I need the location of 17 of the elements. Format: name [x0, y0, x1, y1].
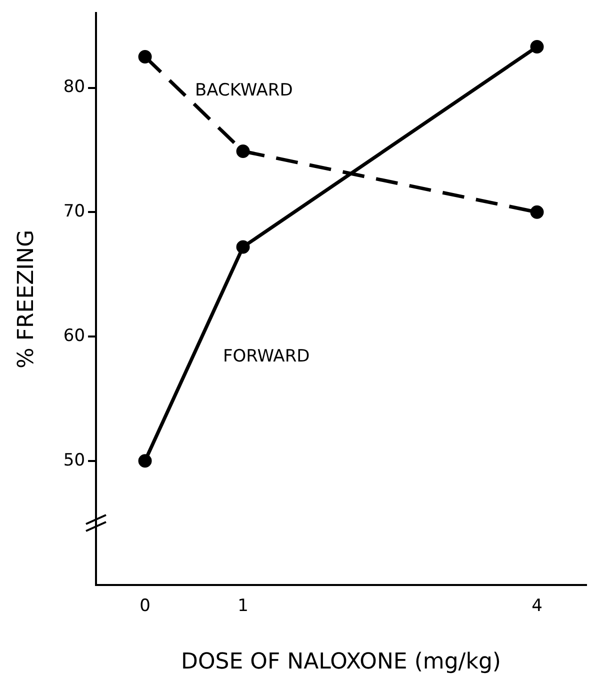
- y-axis-title: % FREEZING: [14, 230, 39, 369]
- point: [236, 240, 250, 254]
- point: [530, 40, 544, 54]
- point: [138, 454, 152, 468]
- y-tick-label: 70: [63, 202, 86, 222]
- point: [236, 144, 250, 158]
- series-label: FORWARD: [223, 346, 310, 366]
- x-axis-title: DOSE OF NALOXONE (mg/kg): [181, 650, 502, 675]
- x-tick-label: 0: [140, 596, 150, 616]
- y-tick-label: 80: [63, 77, 86, 98]
- x-tick-label: 1: [238, 596, 248, 616]
- series-label: BACKWARD: [195, 80, 293, 101]
- y-tick-label: 60: [63, 326, 86, 346]
- point: [530, 205, 544, 219]
- y-tick-label: 50: [63, 450, 86, 470]
- point: [138, 50, 152, 64]
- x-tick-label: 4: [532, 596, 542, 616]
